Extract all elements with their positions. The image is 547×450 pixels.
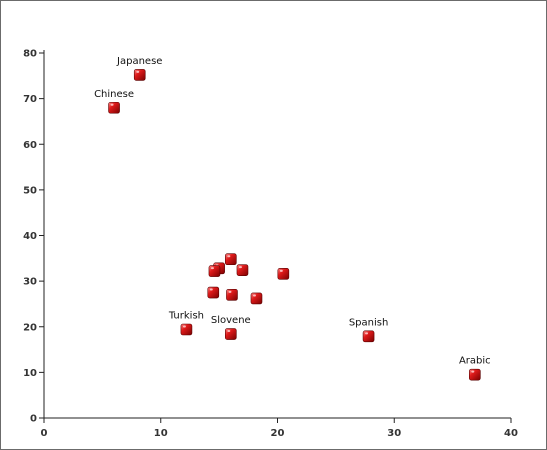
y-tick-label: 0 (30, 414, 37, 425)
data-point-highlight (209, 288, 213, 291)
data-point (133, 69, 146, 81)
data-point (108, 101, 120, 114)
data-points (108, 69, 481, 381)
ticks: 0 10 20 30 40 50 60 70 80 0 10 20 30 40 (23, 49, 518, 440)
data-point-highlight (279, 269, 283, 272)
data-point (236, 264, 249, 276)
point-label: Chinese (94, 89, 134, 100)
y-tick-label: 80 (23, 49, 37, 60)
point-label: Slovene (211, 315, 251, 326)
data-point-highlight (110, 103, 114, 106)
data-point-highlight (136, 70, 140, 73)
data-point-highlight (227, 255, 231, 258)
point-label: Japanese (116, 56, 162, 67)
data-point (226, 289, 238, 301)
data-point (180, 323, 193, 336)
data-point (362, 330, 375, 343)
y-tick-label: 30 (23, 277, 37, 288)
data-point-highlight (365, 332, 369, 335)
x-tick-label: 40 (504, 428, 518, 439)
x-tick-label: 20 (271, 428, 285, 439)
data-point-highlight (252, 294, 256, 297)
data-point-highlight (238, 266, 242, 269)
data-point (208, 265, 221, 277)
point-labels: Japanese Chinese Turkish Slovene Spanish Arab… (94, 56, 491, 367)
y-tick-label: 40 (23, 231, 37, 242)
data-point-highlight (227, 330, 231, 333)
data-point (225, 253, 237, 266)
y-tick-label: 50 (23, 185, 37, 196)
data-point-highlight (210, 267, 214, 270)
y-tick-label: 10 (23, 368, 37, 379)
data-point (277, 268, 290, 280)
x-tick-label: 0 (41, 428, 48, 439)
data-point (469, 368, 481, 381)
data-point-highlight (471, 370, 475, 373)
data-point-highlight (228, 290, 232, 293)
data-point (207, 286, 220, 299)
point-label: Turkish (168, 310, 204, 321)
y-tick-label: 20 (23, 322, 37, 333)
data-point-highlight (182, 325, 186, 328)
point-label: Arabic (459, 356, 491, 367)
x-tick-label: 30 (387, 428, 401, 439)
y-tick-label: 70 (23, 94, 37, 105)
x-tick-label: 10 (154, 428, 168, 439)
y-tick-label: 60 (23, 140, 37, 151)
data-point (225, 328, 237, 340)
data-point (250, 292, 263, 305)
point-label: Spanish (349, 317, 389, 328)
